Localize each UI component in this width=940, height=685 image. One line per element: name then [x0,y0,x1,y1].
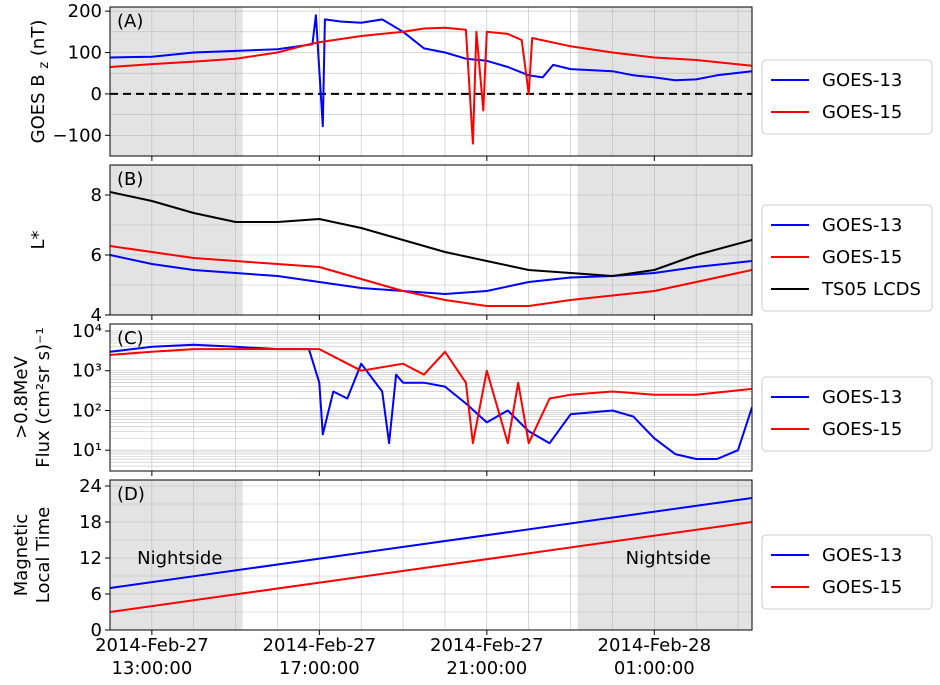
y-tick-label: 10² [72,400,102,421]
nightside-shading [110,480,243,630]
y-tick-label: −100 [53,125,102,146]
panel-label: (B) [117,169,143,190]
x-tick-label-time: 13:00:00 [111,658,192,679]
nightside-shading [110,165,243,315]
legend: GOES-13 GOES-15 [761,376,933,452]
series-line-goes-13 [110,497,752,589]
y-tick-label: 100 [68,43,102,64]
legend-label: GOES-13 [822,387,902,408]
x-tick-label-time: 01:00:00 [614,658,695,679]
y-axis-label: GOES B z (nT) [28,20,52,144]
y-tick-label: 8 [91,185,102,206]
legend-label: TS05 LCDS [821,279,921,300]
y-axis-label: >0.8MeV [11,356,32,439]
nightside-annotation: Nightside [137,548,222,569]
grid [109,324,752,471]
nightside-shading [577,7,752,156]
series-line-goes-15 [110,521,752,613]
series-line-goes-15 [110,348,752,445]
y-tick-label: 12 [79,548,102,569]
y-axis-label: L* [28,230,49,249]
legend-label: GOES-13 [822,215,902,236]
legend-label: GOES-15 [822,102,902,123]
y-tick-label: 10¹ [72,440,102,461]
y-tick-label: 6 [91,245,102,266]
y-tick-label: 0 [91,620,102,641]
series-line-goes-15 [110,245,752,307]
y-tick-label: 200 [68,1,102,22]
nightside-shading [577,480,752,630]
grid [109,480,752,630]
panel-d: Nightside Nightside 24 18 12 6 0 (D) Magnetic Loc… [11,476,933,641]
legend: GOES-13 GOES-15 TS05 LCDS [761,204,933,312]
y-tick-label: 0 [91,84,102,105]
y-tick-label: 24 [79,476,102,497]
y-tick-label: 10⁴ [72,321,102,342]
panel-label: (A) [117,11,143,32]
panel-b: 8 6 4 (B) L* GOES-13 GOES-15 TS05 LCDS [28,164,933,326]
y-tick-label: 6 [91,584,102,605]
x-tick-label-date: 2014-Feb-28 [598,635,712,656]
nightside-annotation: Nightside [626,548,711,569]
x-tick-label-date: 2014-Feb-27 [95,635,209,656]
series-line-goes-15 [110,26,752,145]
axes-frame [109,323,753,472]
nightside-shading [577,165,752,315]
legend: GOES-13 GOES-15 [761,59,933,135]
axes-frame [109,479,753,631]
x-tick-label-date: 2014-Feb-27 [263,635,377,656]
y-tick-label: 4 [91,305,102,326]
y-axis-label: Magnetic [11,514,32,596]
legend-label: GOES-15 [822,577,902,598]
series-line-goes-13 [110,343,752,460]
panel-label: (C) [117,328,144,349]
legend-label: GOES-13 [822,70,902,91]
x-tick-label-time: 17:00:00 [279,658,360,679]
legend-label: GOES-15 [822,419,902,440]
axes-frame [109,164,753,316]
y-axis-label: Flux (cm²sr s)⁻¹ [33,327,54,467]
x-tick-label-time: 21:00:00 [446,658,527,679]
y-tick-label: 10³ [72,361,102,382]
legend: GOES-13 GOES-15 [761,534,933,610]
x-axis-tick-labels: 2014-Feb-2713:00:002014-Feb-2717:00:0020… [95,635,711,679]
series-line-ts05-lcds [110,191,752,277]
panel-c: 10⁴ 10³ 10² 10¹ (C) >0.8MeV Flux (cm²sr s)⁻¹ GO… [11,321,933,476]
y-tick-label: 18 [79,512,102,533]
y-axis-label: Local Time [33,507,54,603]
legend-label: GOES-15 [822,247,902,268]
x-tick-label-date: 2014-Feb-27 [430,635,544,656]
axes-frame [109,6,753,157]
series-line-goes-13 [110,254,752,295]
legend-label: GOES-13 [822,545,902,566]
panel-label: (D) [117,484,145,505]
